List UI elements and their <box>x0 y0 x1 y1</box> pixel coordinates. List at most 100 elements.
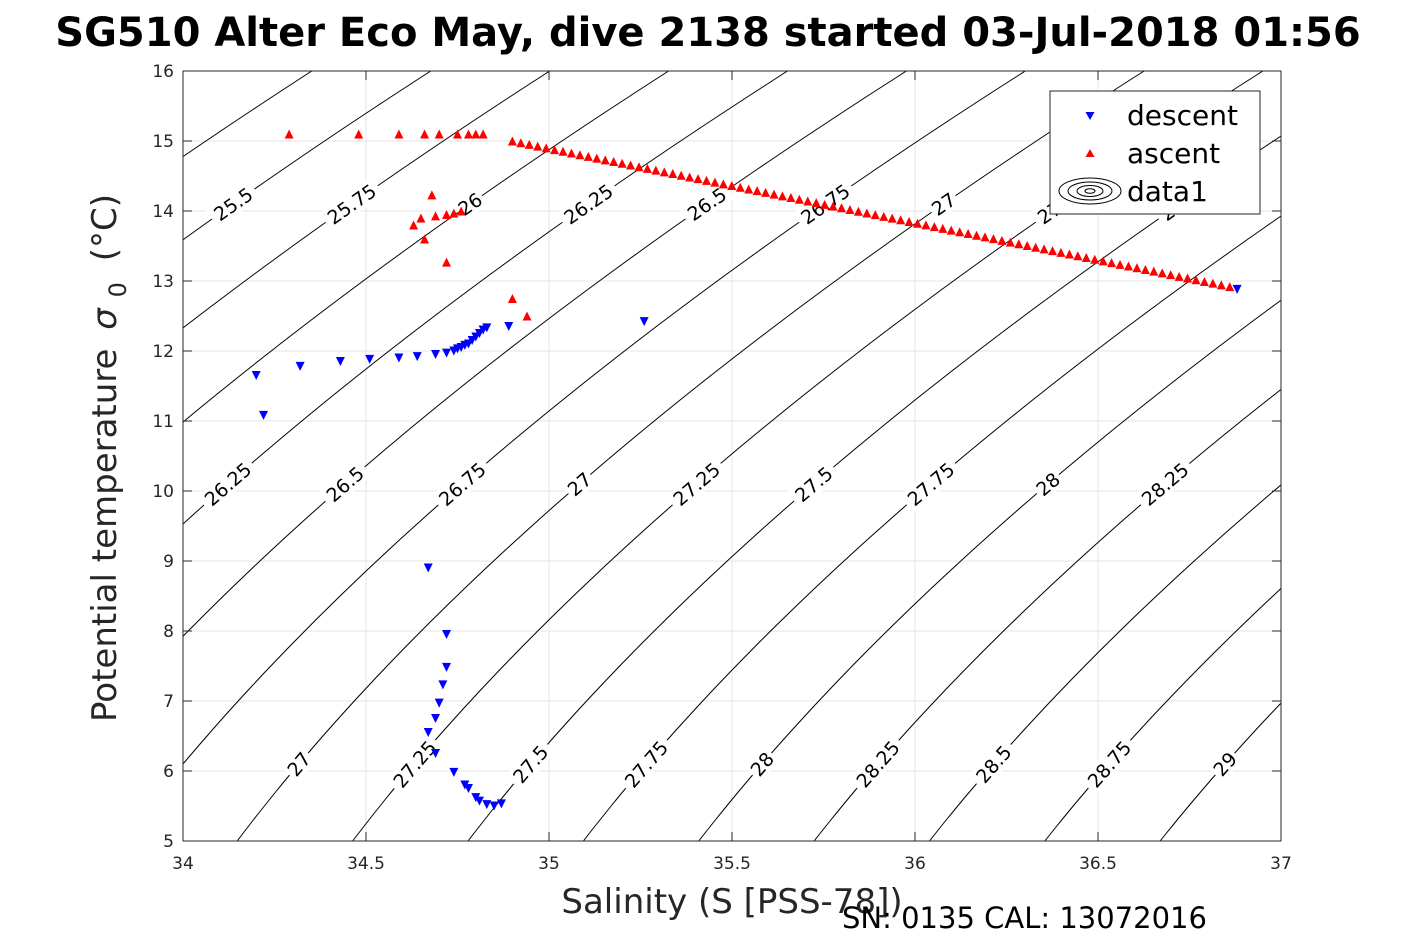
ascent-point <box>710 177 720 187</box>
descent-point <box>442 348 452 358</box>
contour-label-background <box>1207 745 1243 783</box>
ascent-point <box>420 234 430 244</box>
descent-point <box>251 371 261 380</box>
ascent-point <box>702 175 712 185</box>
ascent-point <box>837 203 847 213</box>
ascent-point <box>938 223 948 233</box>
legend-descent-marker <box>1085 112 1095 120</box>
ascent-point <box>676 170 686 180</box>
contour-label-background <box>848 732 908 796</box>
descent-point <box>423 563 433 573</box>
contour-label-background <box>679 180 735 228</box>
ascent-point <box>845 205 855 215</box>
contour-label-background <box>786 458 841 510</box>
ascent-point <box>735 182 745 192</box>
x-tick-label: 35 <box>538 854 560 874</box>
y-axis-label: Potential temperature σ 0 (°C) <box>85 194 135 722</box>
x-tick-label: 37 <box>1270 854 1292 874</box>
ascent-point <box>1123 261 1133 271</box>
descent-point <box>482 323 492 333</box>
ascent-point <box>550 145 560 155</box>
ascent-point <box>997 235 1007 245</box>
ascent-point <box>431 211 441 221</box>
contour-line <box>183 71 908 638</box>
y-tick-label: 14 <box>152 202 174 222</box>
ascent-point <box>634 162 644 172</box>
contour-label-background <box>968 737 1019 791</box>
descent-point <box>295 361 305 371</box>
ascent-point <box>896 215 906 225</box>
contour-label-background <box>281 745 317 783</box>
y-tick-label: 16 <box>152 62 174 82</box>
data-points <box>251 129 1242 811</box>
ascent-point <box>1005 237 1015 247</box>
ascent-point <box>1090 254 1100 264</box>
x-tick-label: 36 <box>904 854 926 874</box>
descent-point <box>474 796 484 806</box>
ascent-point <box>744 184 754 194</box>
ascent-point <box>442 257 452 267</box>
ascent-point <box>1098 256 1108 266</box>
ascent-point <box>946 225 956 235</box>
ascent-point <box>803 196 813 206</box>
contour-label-background <box>744 745 780 783</box>
ascent-point <box>449 208 459 218</box>
axis-ticks: 34 34.5 35 35.5 36 36.5 37 5 6 7 8 9 10 11 12 13 14 15 16 <box>152 62 1291 874</box>
ascent-point <box>786 193 796 203</box>
contour-label-background <box>561 466 598 502</box>
ascent-point <box>1031 242 1041 252</box>
ascent-point <box>284 129 294 139</box>
contour-label-background <box>925 186 962 222</box>
ascent-point <box>600 155 610 165</box>
ascent-point <box>1115 259 1125 269</box>
ascent-point <box>1183 273 1193 283</box>
descent-point <box>434 698 444 708</box>
contour-label-background <box>196 454 259 514</box>
ascent-point <box>533 141 543 151</box>
y-tick-label: 11 <box>152 412 174 432</box>
ascent-point <box>354 129 364 139</box>
y-tick-label: 10 <box>152 482 174 502</box>
ascent-point <box>541 143 551 153</box>
ascent-point <box>566 148 576 158</box>
ascent-point <box>1174 271 1184 281</box>
legend-ascent-label: ascent <box>1127 137 1220 170</box>
ascent-point <box>727 181 737 191</box>
ascent-point <box>912 218 922 228</box>
ascent-point <box>463 129 473 139</box>
ascent-point <box>1199 276 1209 286</box>
ascent-point <box>442 210 452 219</box>
y-tick-label: 5 <box>163 832 174 852</box>
contour-label-background <box>556 176 621 232</box>
ascent-point <box>1216 280 1226 290</box>
ascent-point <box>887 213 897 223</box>
ascent-point <box>434 129 444 139</box>
ascent-point <box>718 179 728 189</box>
ascent-point <box>929 222 939 232</box>
contour-label-background <box>1029 466 1067 502</box>
chart-title: SG510 Alter Eco May, dive 2138 started 0… <box>55 10 1360 56</box>
y-axis-label-subscript: 0 <box>104 282 132 297</box>
descent-point <box>442 662 452 672</box>
descent-point <box>449 767 459 777</box>
contour-label-background <box>617 732 676 796</box>
descent-point <box>438 680 448 690</box>
ascent-point <box>693 174 703 184</box>
contour-line <box>1159 702 1281 841</box>
ascent-point <box>1225 282 1235 292</box>
ascent-point <box>769 189 779 199</box>
ascent-point <box>820 199 830 209</box>
x-tick-label: 36.5 <box>1079 854 1117 874</box>
descent-point <box>482 800 492 810</box>
ascent-point <box>453 129 462 139</box>
descent-point <box>259 410 269 420</box>
contour-line <box>183 71 789 525</box>
ascent-point <box>394 129 404 139</box>
descent-point <box>335 357 345 366</box>
y-axis-label-symbol: σ <box>85 307 125 330</box>
descent-point <box>431 749 441 758</box>
descent-point <box>412 352 422 362</box>
ascent-point <box>1064 249 1074 259</box>
contour-label-background <box>899 455 963 513</box>
x-axis-label: Salinity (S [PSS-78]) <box>561 882 902 922</box>
